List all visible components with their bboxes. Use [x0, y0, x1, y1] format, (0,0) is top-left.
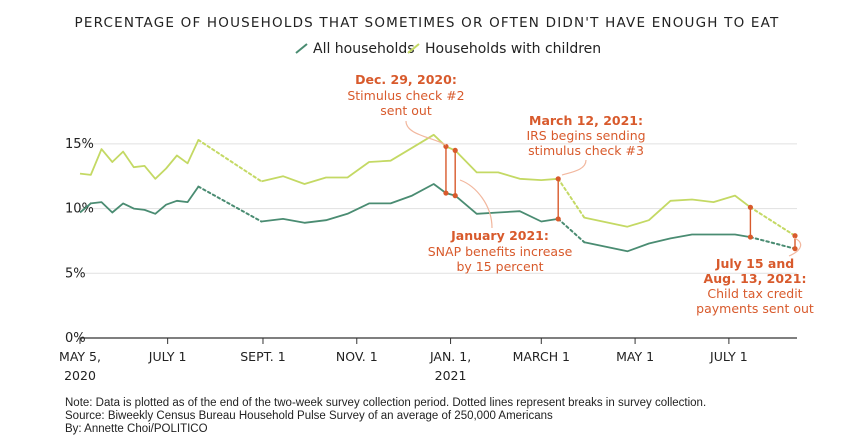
event-marker: [452, 147, 458, 199]
footer-byline: By: Annette Choi/POLITICO: [65, 423, 208, 435]
annotation-connector: [788, 237, 802, 257]
event-point-low: [443, 190, 449, 196]
x-tick-label: MARCH 1: [513, 349, 570, 364]
legend-line-icon: [295, 43, 308, 54]
series-gap-dotted: [197, 139, 263, 183]
chart-title: PERCENTAGE OF HOUSEHOLDS THAT SOMETIMES …: [75, 15, 780, 31]
x-tick-label: MAY 1: [616, 349, 654, 364]
event-marker: [555, 176, 561, 222]
legend-item-all-households: All households: [295, 41, 415, 57]
series-gap-dotted: [197, 185, 263, 223]
series-all-households: [79, 183, 796, 253]
series-line-segment: [261, 133, 559, 185]
annotation-march-12-2021: March 12, 2021: IRS begins sending stimu…: [526, 113, 646, 176]
y-tick-label: 15%: [65, 137, 94, 152]
event-marker: [792, 233, 798, 252]
series-line-segment: [584, 233, 751, 253]
event-point-low: [792, 246, 798, 252]
y-axis-ticks: 0% 5% 10% 15%: [65, 137, 94, 346]
x-tick-label: SEPT. 1: [240, 349, 285, 364]
event-marker: [747, 204, 754, 240]
x-tick-label: JULY 1: [148, 349, 187, 364]
series-gap-dotted: [557, 217, 586, 244]
series-gap-dotted: [749, 236, 796, 250]
annotation-heading: Aug. 13, 2021:: [704, 271, 807, 286]
series-lines: [79, 133, 796, 253]
series-line-segment: [261, 183, 559, 224]
series-line-segment: [79, 186, 200, 215]
footer: Note: Data is plotted as of the end of t…: [65, 397, 706, 435]
event-point-low: [555, 216, 561, 222]
annotation-line: Stimulus check #2: [347, 88, 464, 103]
legend-swatch-line: [407, 43, 420, 54]
annotation-line: SNAP benefits increase: [428, 244, 573, 259]
annotation-heading: March 12, 2021:: [529, 113, 643, 128]
legend: All households Households with children: [295, 41, 601, 57]
x-tick-label: MAY 5,: [59, 349, 101, 364]
event-point-low: [747, 234, 754, 240]
legend-label: Households with children: [425, 41, 601, 57]
series-gap-dotted: [557, 177, 586, 219]
gridlines: [80, 143, 797, 339]
annotation-connector: [459, 179, 493, 229]
legend-label: All households: [313, 41, 415, 57]
annotations: Dec. 29, 2020: Stimulus check #2 sent ou…: [347, 72, 814, 316]
event-point-low: [452, 193, 458, 199]
event-point-high: [555, 176, 561, 182]
x-tick-label: 2021: [435, 368, 467, 383]
annotation-line: IRS begins sending: [526, 128, 645, 143]
legend-line-icon: [407, 43, 420, 54]
annotation-heading: January 2021:: [450, 228, 549, 243]
series-households-with-children: [79, 133, 796, 237]
legend-item-households-with-children: Households with children: [407, 41, 601, 57]
series-line-segment: [79, 139, 200, 180]
x-tick-label: JULY 1: [709, 349, 748, 364]
annotation-line: sent out: [380, 103, 432, 118]
event-point-high: [792, 233, 798, 239]
annotation-heading: July 15 and: [715, 256, 794, 271]
event-point-high: [452, 147, 458, 153]
annotation-january-2021: January 2021: SNAP benefits increase by …: [428, 179, 573, 274]
x-tick-label: 2020: [64, 368, 96, 383]
event-marker: [443, 143, 449, 196]
annotation-dec-29-2020: Dec. 29, 2020: Stimulus check #2 sent ou…: [347, 72, 465, 146]
annotation-heading: Dec. 29, 2020:: [355, 72, 457, 87]
x-axis-ticks: MAY 5, 2020 JULY 1 SEPT. 1 NOV. 1 JAN. 1, 2021…: [59, 338, 748, 383]
y-tick-label: 5%: [65, 266, 86, 281]
legend-swatch-line: [295, 43, 308, 54]
event-markers: [443, 143, 798, 252]
footer-source: Source: Biweekly Census Bureau Household…: [65, 410, 553, 422]
x-tick-label: NOV. 1: [336, 349, 378, 364]
series-gap-dotted: [749, 206, 796, 237]
annotation-line: stimulus check #3: [528, 143, 644, 158]
x-tick-label: JAN. 1,: [429, 349, 471, 364]
footer-note: Note: Data is plotted as of the end of t…: [65, 397, 706, 409]
event-point-high: [747, 204, 754, 210]
annotation-connector: [405, 120, 447, 146]
annotation-child-tax-credit: July 15 and Aug. 13, 2021: Child tax cre…: [696, 237, 814, 316]
event-point-high: [443, 143, 449, 150]
y-tick-label: 10%: [65, 202, 94, 217]
annotation-connector: [561, 159, 587, 176]
series-line-segment: [584, 194, 751, 228]
annotation-line: by 15 percent: [456, 259, 543, 274]
annotation-line: Child tax credit: [707, 286, 802, 301]
annotation-line: payments sent out: [696, 301, 814, 316]
y-tick-label: 0%: [65, 331, 86, 346]
